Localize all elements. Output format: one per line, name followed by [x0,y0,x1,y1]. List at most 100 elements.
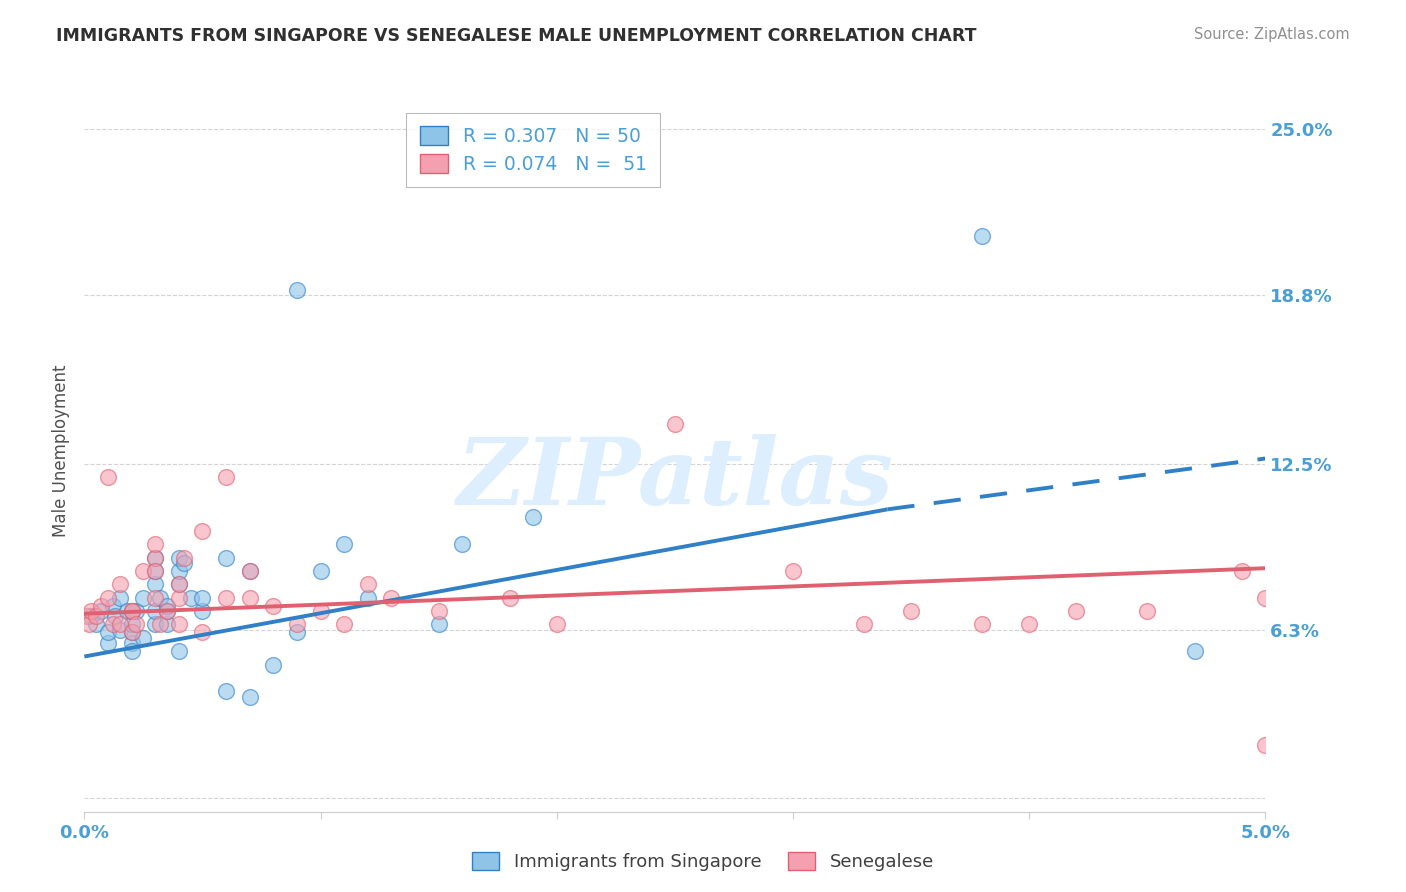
Point [970,617,993,632]
Point [132,631,155,645]
Point [191,524,214,538]
Point [970,229,993,244]
Point [167,550,190,565]
Point [143,591,166,605]
Point [451,537,474,551]
Point [167,577,190,591]
Point [125,604,148,618]
Point [427,617,450,632]
Point [173,550,195,565]
Point [121,636,143,650]
Point [97,470,120,484]
Point [191,591,214,605]
Point [285,625,308,640]
Y-axis label: Male Unemployment: Male Unemployment [52,364,70,537]
Point [522,510,544,524]
Point [143,537,166,551]
Point [239,690,262,704]
Point [90,604,112,618]
Point [80,604,103,618]
Point [108,591,131,605]
Point [101,617,124,632]
Point [149,617,172,632]
Point [546,617,568,632]
Point [427,604,450,618]
Point [121,617,143,632]
Point [167,644,190,658]
Point [156,617,179,632]
Point [156,599,179,613]
Point [180,591,202,605]
Text: Source: ZipAtlas.com: Source: ZipAtlas.com [1194,27,1350,42]
Point [1018,617,1040,632]
Point [97,591,120,605]
Point [121,604,143,618]
Point [285,617,308,632]
Point [121,604,143,618]
Legend: Immigrants from Singapore, Senegalese: Immigrants from Singapore, Senegalese [465,846,941,879]
Point [1066,604,1088,618]
Point [143,604,166,618]
Point [239,591,262,605]
Point [84,617,107,632]
Point [191,625,214,640]
Point [173,556,195,570]
Point [121,644,143,658]
Point [143,550,166,565]
Point [333,537,356,551]
Point [262,599,284,613]
Point [156,604,179,618]
Point [108,577,131,591]
Point [80,609,103,624]
Text: ZIPatlas: ZIPatlas [457,434,893,524]
Point [90,599,112,613]
Point [215,470,238,484]
Legend: R = 0.307   N = 50, R = 0.074   N =  51: R = 0.307 N = 50, R = 0.074 N = 51 [406,113,659,186]
Point [285,283,308,297]
Point [239,564,262,578]
Point [143,550,166,565]
Point [333,617,356,632]
Point [380,591,402,605]
Point [1254,738,1277,752]
Point [498,591,520,605]
Point [121,625,143,640]
Point [309,564,332,578]
Point [1254,591,1277,605]
Point [357,577,380,591]
Point [191,604,214,618]
Point [664,417,686,431]
Point [156,604,179,618]
Point [852,617,875,632]
Point [167,564,190,578]
Point [104,609,127,624]
Point [84,609,107,624]
Point [215,591,238,605]
Point [167,577,190,591]
Point [115,604,138,618]
Point [167,617,190,632]
Point [900,604,922,618]
Text: IMMIGRANTS FROM SINGAPORE VS SENEGALESE MALE UNEMPLOYMENT CORRELATION CHART: IMMIGRANTS FROM SINGAPORE VS SENEGALESE … [56,27,977,45]
Point [97,636,120,650]
Point [121,604,143,618]
Point [149,591,172,605]
Point [121,625,143,640]
Point [167,591,190,605]
Point [143,577,166,591]
Point [101,599,124,613]
Point [143,564,166,578]
Point [1136,604,1159,618]
Point [1184,644,1206,658]
Point [782,564,804,578]
Point [125,617,148,632]
Point [132,591,155,605]
Point [77,617,100,632]
Point [309,604,332,618]
Point [262,657,284,672]
Point [215,550,238,565]
Point [108,623,131,637]
Point [143,617,166,632]
Point [143,564,166,578]
Point [239,564,262,578]
